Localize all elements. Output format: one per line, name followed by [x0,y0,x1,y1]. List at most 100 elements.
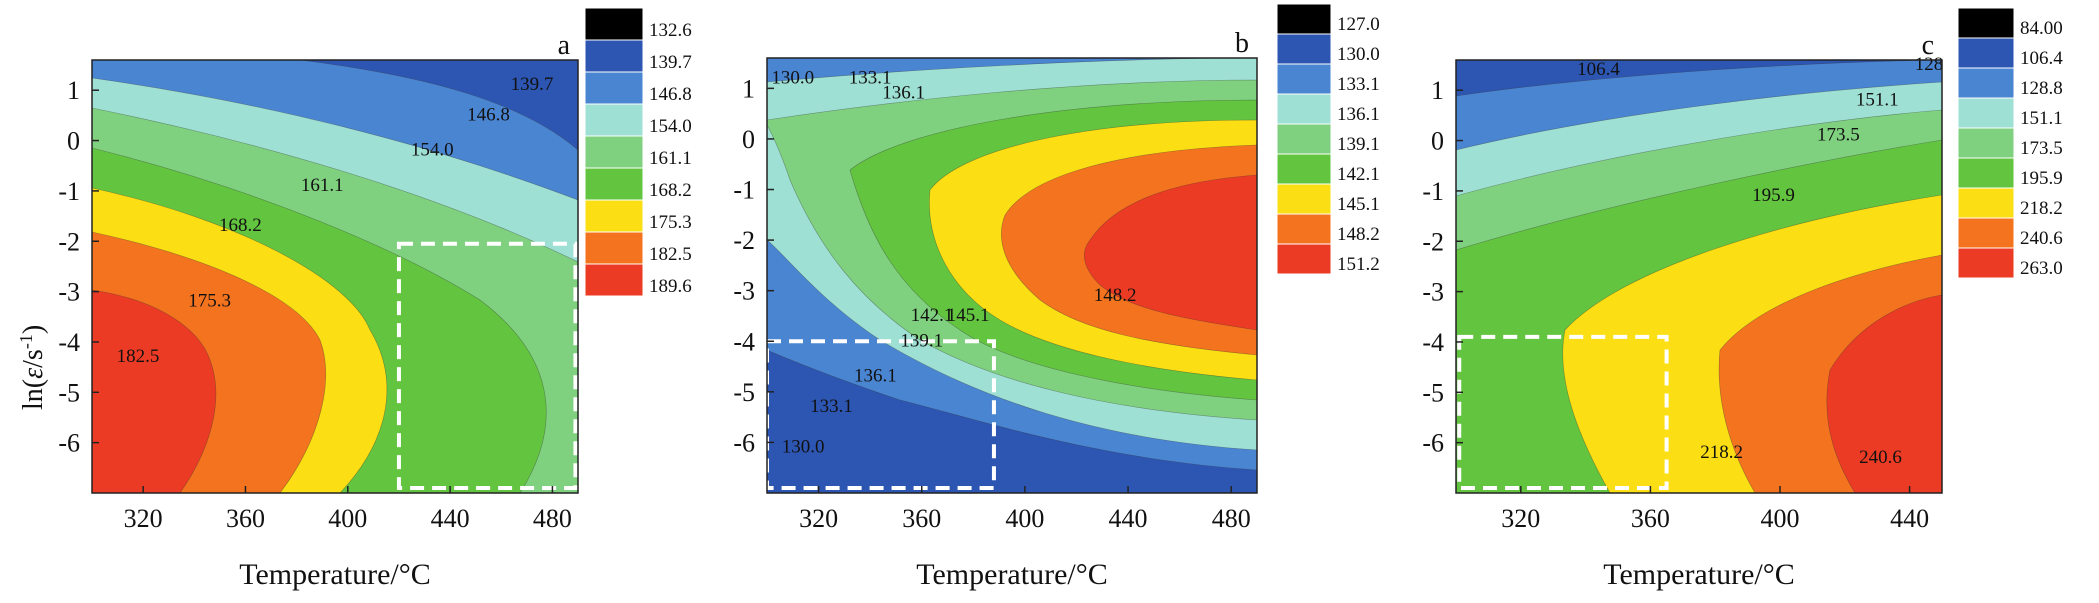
x-tick-label: 440 [1109,504,1148,533]
colorbar-label: 128.8 [2020,78,2063,99]
y-tick-label: -4 [58,328,80,357]
dashed-region-box [396,241,578,490]
contour-label: 173.5 [1817,125,1860,146]
x-tick-label: 480 [1212,504,1251,533]
x-tick-label: 360 [226,504,265,533]
contour-label: 161.1 [301,175,344,196]
colorbar-swatch [1957,7,2015,39]
colorbar-label: 151.2 [1337,254,1380,275]
contour-label: 148.2 [1094,285,1137,306]
y-tick-label: 1 [742,74,755,103]
colorbar-label: 145.1 [1337,194,1380,215]
y-tick-label: -5 [1422,378,1444,407]
colorbar-label: 132.6 [649,20,692,41]
contour-label: 106.4 [1577,59,1620,80]
colorbar-swatch [1957,127,2015,159]
y-tick-label: -2 [58,227,80,256]
colorbar-label: 148.2 [1337,224,1380,245]
y-tick-label: -3 [733,277,755,306]
colorbar-label: 106.4 [2020,48,2063,69]
y-tick-label: -6 [1422,429,1444,458]
contour-label: 142.1 [911,305,954,326]
colorbar-swatch [584,135,644,169]
contour-label: 136.1 [882,82,925,103]
contour-label: 145.1 [947,305,990,326]
y-tick-label: -2 [1422,227,1444,256]
plot-area [92,60,578,493]
colorbar-swatch [1957,217,2015,249]
panel-b: 130.0 133.1136.1142.1145.1148.2139.1136.1… [733,3,1380,591]
contour-label: 130.0 [771,67,814,88]
colorbar-swatch [1957,67,2015,99]
panel-label: a [558,30,571,61]
colorbar-swatch [1957,37,2015,69]
colorbar-label: 146.8 [649,84,692,105]
x-tick-label: 400 [1005,504,1044,533]
contour-band [92,289,217,493]
colorbar-label: 195.9 [2020,168,2063,189]
colorbar-label: 84.00 [2020,18,2063,39]
y-tick-label: -4 [733,327,755,356]
colorbar-swatch [584,39,644,73]
x-tick-label: 360 [1631,504,1670,533]
contour-label: 139.7 [511,74,554,95]
colorbar-swatch [1276,153,1332,185]
colorbar-label: 133.1 [1337,74,1380,95]
y-tick-label: -2 [733,226,755,255]
colorbar-swatch [1276,63,1332,95]
x-tick-label: 440 [431,504,470,533]
panel-label: c [1922,30,1934,61]
plot-area [767,58,1257,493]
colorbar-swatch [584,103,644,137]
y-tick-label: -5 [733,378,755,407]
contour-band [1826,294,1942,493]
colorbar-swatch [1276,183,1332,215]
contour-band [1084,174,1257,331]
colorbar-swatch [1957,97,2015,129]
contour-label: 218.2 [1700,442,1743,463]
x-tick-label: 400 [1761,504,1800,533]
x-axis-title: Temperature/°C [916,558,1107,591]
contour-label: 154.0 [411,140,454,161]
contour-label: 175.3 [188,291,231,312]
colorbar-swatch [1957,157,2015,189]
y-tick-label: -3 [1422,278,1444,307]
colorbar-label: 130.0 [1337,44,1380,65]
x-tick-label: 320 [799,504,838,533]
contour-label: 195.9 [1752,185,1795,206]
plot-frame [766,57,1258,494]
colorbar-label: 127.0 [1337,14,1380,35]
colorbar-swatch [1957,187,2015,219]
y-axis-title-eps: ε [18,368,49,379]
y-tick-label: -6 [58,429,80,458]
y-tick-label: 1 [67,76,80,105]
plot-frame [1455,59,1943,494]
y-tick-label: -3 [58,278,80,307]
colorbar-label: 154.0 [649,116,692,137]
x-tick-label: 440 [1890,504,1929,533]
panel-label: b [1235,28,1249,59]
colorbar-label: 151.1 [2020,108,2063,129]
colorbar-label: 182.5 [649,244,692,265]
y-tick-label: -1 [733,176,755,205]
x-tick-label: 480 [533,504,572,533]
x-tick-label: 360 [902,504,941,533]
y-tick-label: -6 [733,428,755,457]
colorbar-swatch [1276,33,1332,65]
contour-label: 139.1 [900,330,943,351]
y-axis-title: ln(ε/s-1) [16,325,49,410]
colorbar-label: 161.1 [649,148,692,169]
colorbar-label: 173.5 [2020,138,2063,159]
colorbar-swatch [1957,247,2015,279]
colorbar-label: 142.1 [1337,164,1380,185]
contour-label: 133.1 [849,67,892,88]
contour-label: 146.8 [467,104,510,125]
x-axis-title: Temperature/°C [1603,558,1794,591]
colorbar-label: 168.2 [649,180,692,201]
contour-label: 133.1 [810,396,853,417]
colorbar-label: 218.2 [2020,198,2063,219]
colorbar-swatch [584,231,644,265]
y-axis-title-wrapper: ln(ε/s-1) [4,205,64,425]
